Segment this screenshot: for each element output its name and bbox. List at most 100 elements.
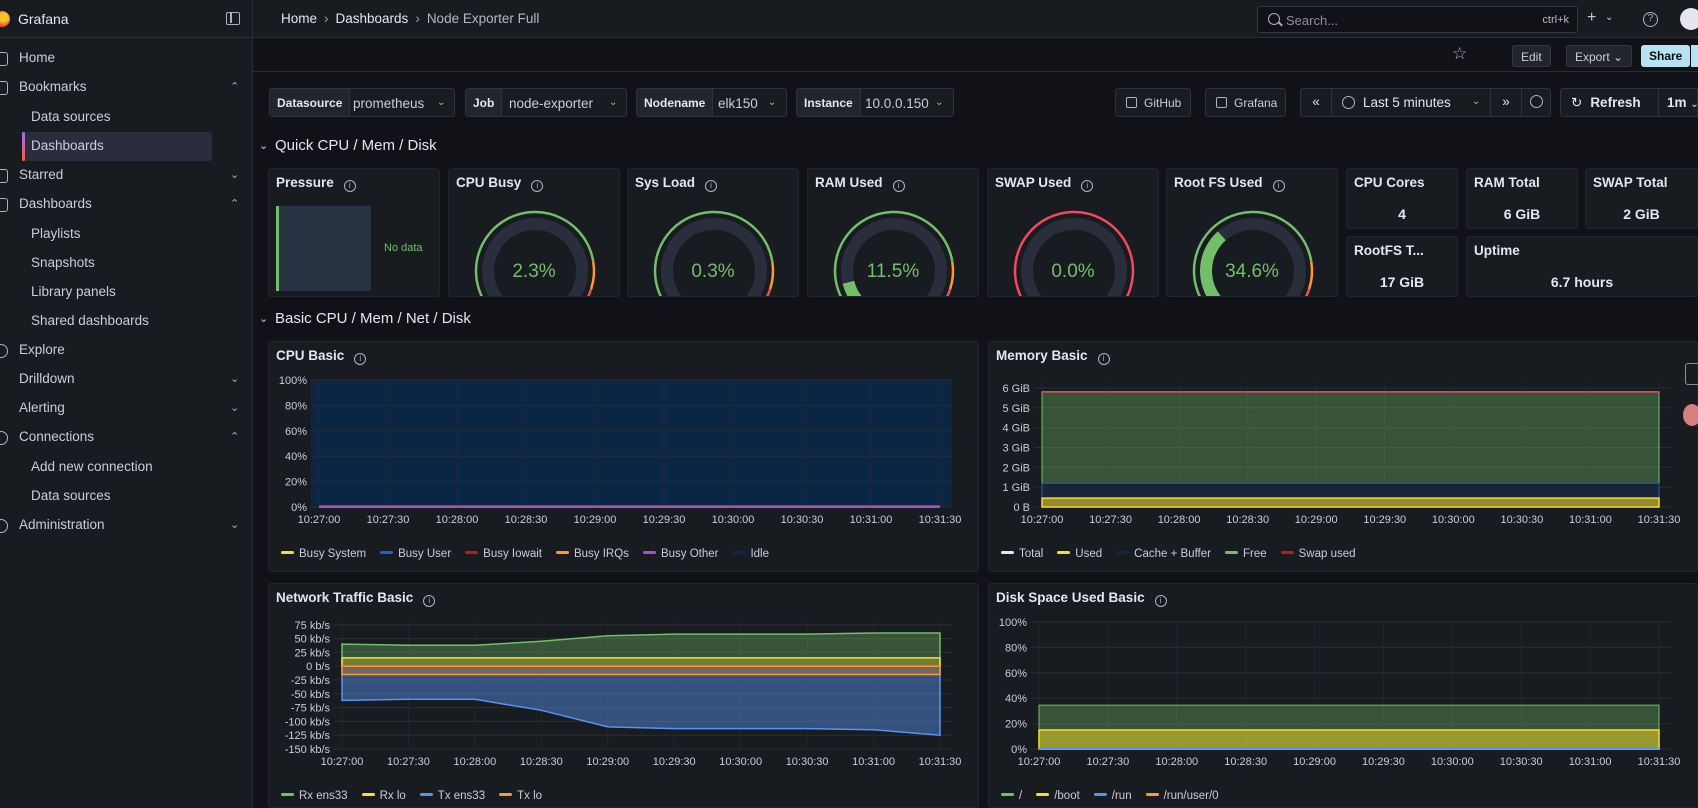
panel-root-fs-used[interactable]: Root FS Used i 34.6% [1166,168,1338,297]
panel-cpu-busy[interactable]: CPU Busy i 2.3% [448,168,620,297]
info-icon[interactable]: i [354,353,367,365]
legend-item[interactable]: Swap used [1280,548,1356,560]
breadcrumb-home[interactable]: Home [281,11,318,26]
variable-instance[interactable]: Instance 10.0.0.150 ⌄ [796,88,954,117]
link-grafana-button[interactable]: Grafana [1205,88,1286,117]
legend-item[interactable]: Total [1001,548,1043,560]
info-icon[interactable]: i [705,180,718,192]
legend-item[interactable]: Busy Iowait [465,548,542,560]
share-dropdown-button[interactable] [1690,45,1698,67]
zoom-out-button[interactable] [1521,88,1551,117]
gauge-threshold [945,288,952,296]
panel-title: Network Traffic Basic i [276,590,436,607]
chevron-down-icon[interactable]: ⌄ [230,169,240,181]
star-icon[interactable]: ☆ [1452,44,1468,63]
panel-disk-space-used-basic[interactable]: Disk Space Used Basic i 0% 20% 40% 60% 80% 100… [988,583,1698,808]
sidebar-item-data-sources[interactable]: Data sources [31,109,111,124]
sidebar-item-shared-dashboards[interactable]: Shared dashboards [31,313,149,328]
sidebar-item-connections-data-sources[interactable]: Data sources [31,488,111,503]
help-icon[interactable]: ? [1643,12,1658,27]
info-icon[interactable]: i [1154,595,1167,607]
legend-label: Used [1075,548,1103,560]
share-button[interactable]: Share [1641,45,1691,67]
legend-item[interactable]: Idle [732,548,769,560]
panel-sys-load[interactable]: Sys Load i 0.3% [627,168,799,297]
panel-uptime[interactable]: Uptime 6.7 hours [1466,236,1698,297]
y-tick-label: 100% [279,375,307,387]
legend-item[interactable]: Busy Other [642,548,718,560]
legend-item[interactable]: Busy User [380,548,451,560]
chevron-down-icon[interactable]: ⌄ [230,519,240,531]
chevron-up-icon[interactable]: ⌃ [230,431,240,443]
info-icon[interactable]: i [423,595,436,607]
panel-cpu-cores[interactable]: CPU Cores 4 [1346,168,1458,229]
time-shift-back-button[interactable]: « [1300,88,1332,117]
legend-swatch [1116,551,1130,554]
panel-cpu-basic[interactable]: CPU Basic i 0% 20% 40% 60% 80% 100% 10:27:00 10:… [268,341,979,572]
sidebar-item-playlists[interactable]: Playlists [31,226,81,241]
panel-ram-total[interactable]: RAM Total 6 GiB [1466,168,1578,229]
time-shift-forward-button[interactable]: » [1490,88,1522,117]
breadcrumb-separator-icon: › [415,11,420,26]
refresh-interval-picker[interactable]: 1m ⌄ [1658,88,1698,117]
legend-item[interactable]: Free [1224,548,1267,560]
chevron-up-icon[interactable]: ⌃ [230,81,240,93]
info-icon[interactable]: i [343,180,356,192]
legend-item[interactable]: /boot [1036,790,1080,802]
row-header-basic[interactable]: ⌄ Basic CPU / Mem / Net / Disk [259,310,471,327]
legend-item[interactable]: Tx ens33 [419,790,485,802]
edit-button[interactable]: Edit [1512,45,1551,67]
legend-label: Busy System [299,548,367,560]
avatar[interactable] [1680,8,1698,30]
add-icon[interactable]: + [1587,9,1597,26]
chevron-down-icon[interactable]: ⌄ [1605,12,1614,23]
panel-network-traffic-basic[interactable]: Network Traffic Basic i -150 kb/s -125 kb/… [268,583,979,808]
legend-item[interactable]: Rx lo [361,790,406,802]
sidebar-item-dashboards-bookmark[interactable]: Dashboards [31,138,104,153]
legend-item[interactable]: Used [1057,548,1102,560]
chevron-down-icon[interactable]: ⌄ [230,373,240,385]
legend-item[interactable]: Rx ens33 [281,790,348,802]
row-header-quick[interactable]: ⌄ Quick CPU / Mem / Disk [259,137,437,154]
row-title: Quick CPU / Mem / Disk [275,137,437,154]
assistant-icon[interactable] [1683,404,1698,426]
info-icon[interactable]: i [1081,180,1094,192]
time-range-picker[interactable]: Last 5 minutes ⌄ [1331,88,1491,117]
legend-item[interactable]: Busy IRQs [555,548,629,560]
variable-datasource[interactable]: Datasource prometheus ⌄ [269,88,455,117]
chevron-up-icon[interactable]: ⌃ [230,198,240,210]
panel-swap-used[interactable]: SWAP Used i 0.0% [987,168,1159,297]
info-icon[interactable]: i [892,180,905,192]
sidebar-item-snapshots[interactable]: Snapshots [31,255,95,270]
stat-value: 2 GiB [1623,206,1660,222]
chevron-down-icon[interactable]: ⌄ [230,402,240,414]
panel-rootfs-total[interactable]: RootFS T... 17 GiB [1346,236,1458,297]
legend-item[interactable]: /run/user/0 [1145,790,1219,802]
sidebar-item-library-panels[interactable]: Library panels [31,284,116,299]
panel-memory-basic[interactable]: Memory Basic i 0 B 1 GiB 2 GiB 3 GiB 4 GiB 5 G… [988,341,1698,572]
legend-item[interactable]: Tx lo [499,790,542,802]
gauge-threshold [586,288,593,296]
legend-item[interactable]: Cache + Buffer [1116,548,1211,560]
grafana-logo-icon[interactable] [0,11,10,27]
legend-item[interactable]: Busy System [281,548,366,560]
legend-swatch [1280,551,1294,554]
panel-pressure[interactable]: Pressure i No data [268,168,440,297]
breadcrumb-dashboards[interactable]: Dashboards [335,11,409,26]
search-input[interactable]: Search... ctrl+k [1257,6,1578,33]
panel-ram-used[interactable]: RAM Used i 11.5% [807,168,979,297]
info-icon[interactable]: i [531,180,544,192]
panel-menu-icon[interactable] [1685,363,1698,385]
legend-item[interactable]: /run [1093,790,1132,802]
refresh-button[interactable]: ↻ Refresh [1560,88,1659,117]
info-icon[interactable]: i [1272,180,1285,192]
sidebar-item-add-new-connection[interactable]: Add new connection [31,459,153,474]
export-button[interactable]: Export ⌄ [1566,45,1633,67]
dock-menu-icon[interactable] [226,12,240,25]
panel-swap-total[interactable]: SWAP Total 2 GiB [1585,168,1698,229]
legend-item[interactable]: / [1001,790,1022,802]
variable-job[interactable]: Job node-exporter ⌄ [465,88,627,117]
link-github-button[interactable]: GitHub [1115,88,1191,117]
info-icon[interactable]: i [1097,353,1110,365]
variable-nodename[interactable]: Nodename elk150 ⌄ [636,88,787,117]
